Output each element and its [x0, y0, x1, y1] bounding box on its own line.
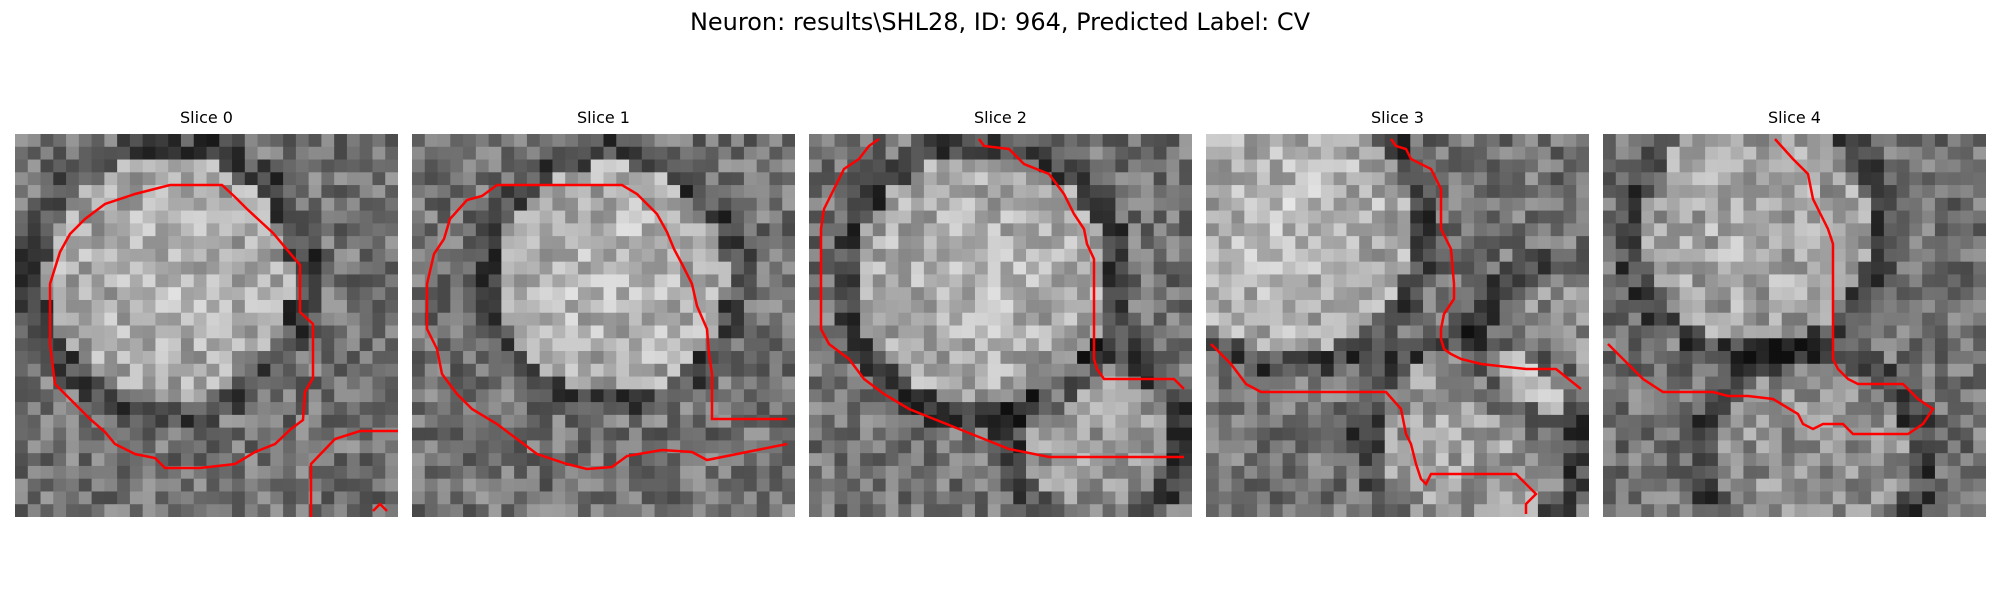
segmentation-contour: [819, 137, 1184, 459]
slice-title: Slice 3: [1371, 108, 1424, 127]
grayscale-pixel-grid: [1603, 134, 1986, 517]
slice-image: [412, 134, 795, 517]
slice-image: [15, 134, 398, 517]
slice-title: Slice 2: [974, 108, 1027, 127]
slice-title: Slice 0: [180, 108, 233, 127]
segmentation-contour: [1210, 343, 1538, 514]
slice-image: [1206, 134, 1589, 517]
segmentation-contour: [1607, 138, 1935, 436]
slice-image: [809, 134, 1192, 517]
segmentation-contour: [425, 183, 788, 471]
segmentation-contour: [372, 502, 388, 512]
grayscale-pixel-grid: [15, 134, 398, 517]
segmentation-contour: [48, 183, 315, 470]
slice-image: [1603, 134, 1986, 517]
grayscale-pixel-grid: [809, 134, 1192, 517]
figure-title: Neuron: results\SHL28, ID: 964, Predicte…: [689, 8, 1311, 36]
segmentation-contour: [977, 138, 1185, 390]
segmentation-contour: [309, 429, 398, 517]
grayscale-pixel-grid: [412, 134, 795, 517]
slice-title: Slice 4: [1768, 108, 1821, 127]
segmentation-contour: [497, 183, 787, 421]
segmentation-contour: [1389, 138, 1582, 390]
grayscale-pixel-grid: [1206, 134, 1589, 517]
slice-title: Slice 1: [577, 108, 630, 127]
